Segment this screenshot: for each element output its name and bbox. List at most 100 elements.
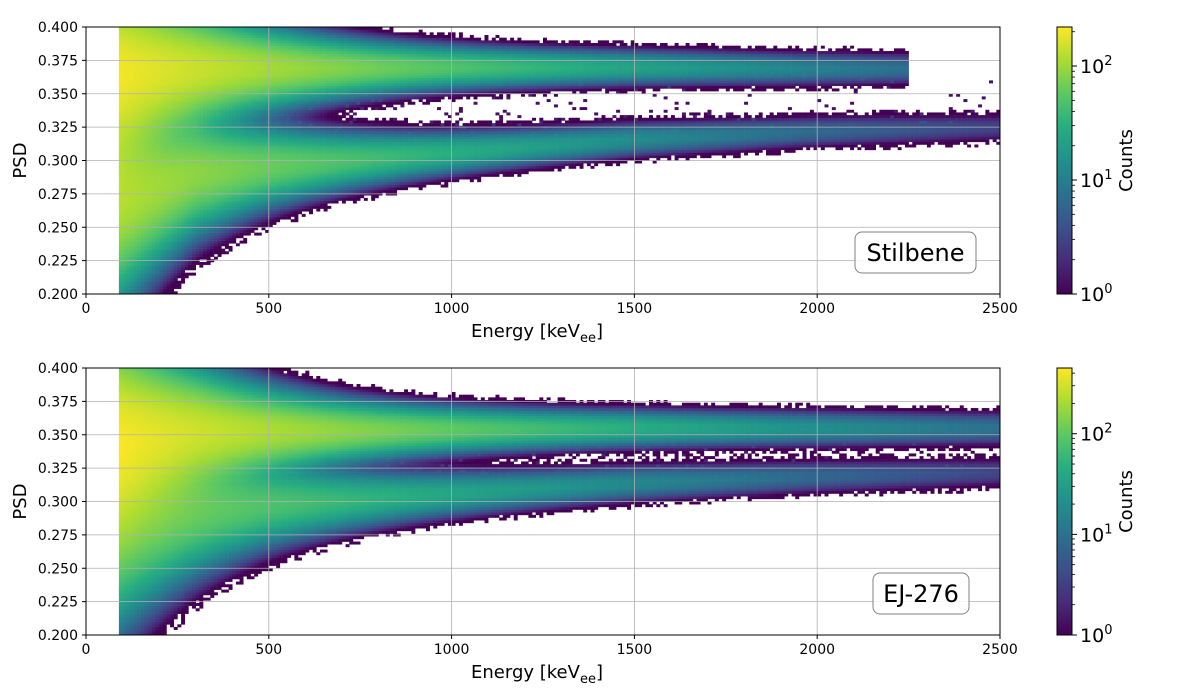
heatmap-cell <box>309 61 313 65</box>
heatmap-cell <box>250 61 255 65</box>
heatmap-cell <box>126 37 131 41</box>
heatmap-cell <box>268 88 273 92</box>
heatmap-cell <box>188 171 193 175</box>
heatmap-cell <box>118 165 123 169</box>
heatmap-cell <box>301 43 306 46</box>
heatmap-cell <box>140 203 145 207</box>
heatmap-cell <box>265 53 270 57</box>
heatmap-cell <box>206 232 211 236</box>
heatmap-cell <box>254 88 259 92</box>
heatmap-cell <box>140 96 145 100</box>
heatmap-cell <box>294 160 299 164</box>
heatmap-cell <box>210 51 215 54</box>
heatmap-cell <box>305 133 310 137</box>
heatmap-cell <box>265 35 270 38</box>
heatmap-cell <box>301 32 306 36</box>
heatmap-cell <box>133 91 138 95</box>
heatmap-cell <box>177 197 182 201</box>
heatmap-cell <box>224 195 229 199</box>
heatmap-cell <box>290 157 295 161</box>
heatmap-cell <box>243 219 248 223</box>
heatmap-cell <box>228 176 233 180</box>
heatmap-cell <box>129 32 134 36</box>
heatmap-cell <box>309 29 313 33</box>
heatmap-cell <box>118 235 123 239</box>
heatmap-cell <box>181 85 186 89</box>
heatmap-cell <box>213 96 218 100</box>
heatmap-cell <box>316 53 321 57</box>
heatmap-cell <box>173 64 178 68</box>
heatmap-cell <box>202 75 207 79</box>
heatmap-cell <box>221 35 226 38</box>
heatmap-cell <box>126 245 131 249</box>
heatmap-cell <box>118 195 123 199</box>
heatmap-cell <box>323 80 328 84</box>
heatmap-cell <box>261 227 266 231</box>
heatmap-cell <box>224 208 229 212</box>
heatmap-cell <box>202 171 207 175</box>
heatmap-cell <box>224 37 229 41</box>
heatmap-cell <box>148 136 153 140</box>
heatmap-cell <box>118 245 123 249</box>
heatmap-cell <box>137 267 142 271</box>
heatmap-cell <box>133 171 138 175</box>
heatmap-cell <box>261 99 266 103</box>
heatmap-cell <box>290 131 295 135</box>
heatmap-cell <box>287 195 292 199</box>
heatmap-cell <box>140 275 145 279</box>
heatmap-cell <box>144 77 149 81</box>
heatmap-cell <box>276 187 281 191</box>
heatmap-cell <box>137 139 142 143</box>
heatmap-cell <box>319 128 324 132</box>
heatmap-cell <box>301 213 306 217</box>
heatmap-cell <box>192 51 196 54</box>
heatmap-cell <box>254 67 259 71</box>
heatmap-cell <box>228 109 233 113</box>
heatmap-cell <box>334 179 339 183</box>
heatmap-cell <box>254 139 259 143</box>
heatmap-cell <box>327 123 332 127</box>
heatmap-cell <box>276 203 281 207</box>
heatmap-cell <box>144 99 149 103</box>
heatmap-cell <box>279 203 284 207</box>
heatmap-cell <box>126 240 131 244</box>
heatmap-cell <box>319 75 324 79</box>
heatmap-cell <box>301 133 306 137</box>
heatmap-cell <box>173 133 178 137</box>
heatmap-cell <box>232 195 237 199</box>
heatmap-cell <box>228 61 233 65</box>
heatmap-cell <box>301 37 306 41</box>
heatmap-cell <box>309 91 313 95</box>
heatmap-cell <box>294 152 299 156</box>
heatmap-cell <box>140 232 145 236</box>
heatmap-cell <box>279 109 284 113</box>
heatmap-cell <box>177 205 182 209</box>
heatmap-cell <box>181 51 186 54</box>
heatmap-cell <box>217 157 222 161</box>
heatmap-cell <box>118 104 123 108</box>
heatmap-cell <box>228 80 233 84</box>
heatmap-cell <box>162 216 167 220</box>
heatmap-cell <box>192 67 196 71</box>
heatmap-cell <box>206 235 211 239</box>
heatmap-cell <box>159 40 164 44</box>
heatmap-cell <box>126 235 131 239</box>
heatmap-cell <box>144 248 149 252</box>
heatmap-cell <box>202 45 207 49</box>
heatmap-cell <box>235 112 240 116</box>
heatmap-cell <box>250 157 255 161</box>
heatmap-cell <box>265 203 270 207</box>
heatmap-cell <box>177 104 182 108</box>
heatmap-cell <box>319 165 324 169</box>
heatmap-cell <box>148 77 153 81</box>
heatmap-cell <box>129 219 134 223</box>
heatmap-cell <box>224 189 229 193</box>
heatmap-cell <box>283 51 288 54</box>
heatmap-cell <box>159 205 164 209</box>
heatmap-cell <box>129 35 134 38</box>
heatmap-cell <box>272 29 277 33</box>
heatmap-cell <box>184 131 189 135</box>
heatmap-cell <box>298 157 303 161</box>
heatmap-cell <box>151 269 156 273</box>
heatmap-cell <box>213 189 218 193</box>
